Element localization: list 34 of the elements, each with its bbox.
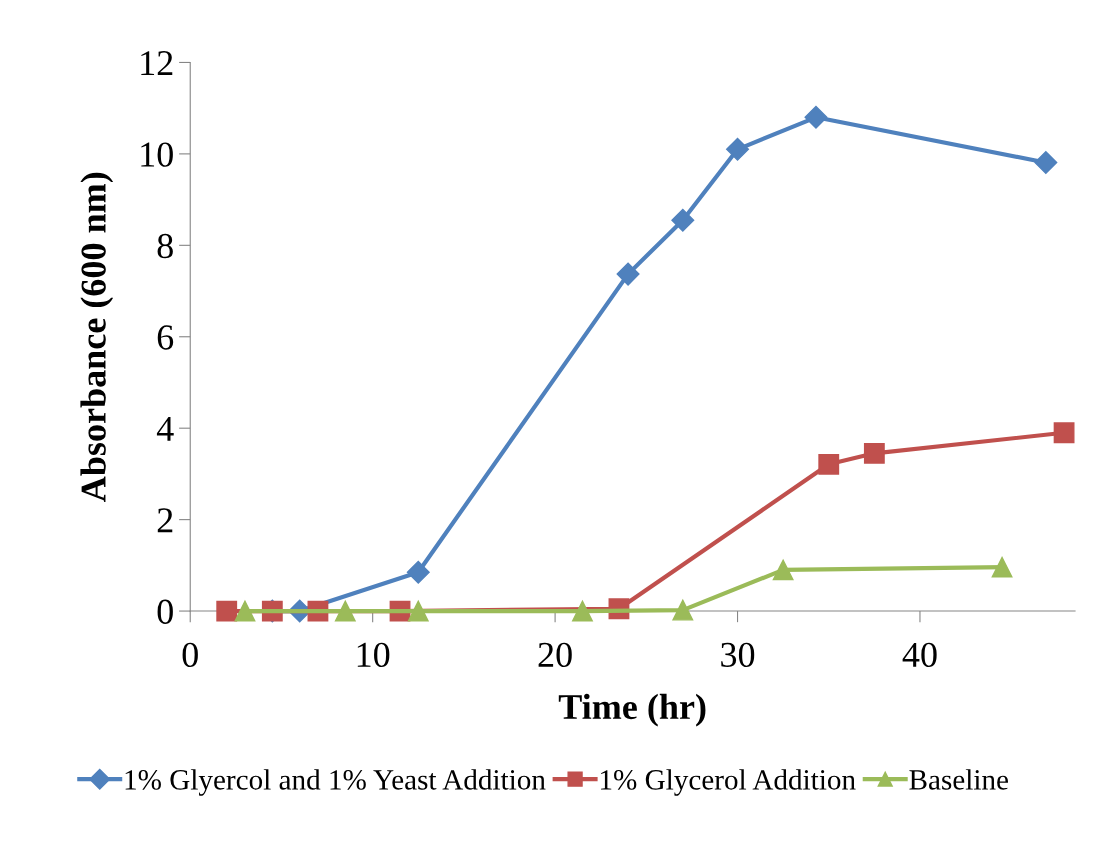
- point: [1053, 422, 1075, 444]
- point: [672, 599, 694, 621]
- point: [991, 556, 1013, 578]
- y-tick-label: 2: [157, 508, 173, 533]
- point: [804, 105, 828, 129]
- x-axis-title: Time (hr): [558, 693, 706, 727]
- x-tick-label: 40: [902, 642, 937, 668]
- y-tick-label: 8: [157, 233, 173, 259]
- point: [572, 600, 593, 622]
- legend-label: Baseline: [909, 769, 1008, 790]
- point: [772, 559, 794, 581]
- point: [407, 600, 429, 622]
- legend-label: 1% Glycerol Addition: [601, 769, 856, 796]
- x-tick-label: 20: [538, 642, 572, 668]
- point: [334, 600, 356, 622]
- y-tick-label: 4: [156, 416, 174, 441]
- legend-label: 1% Glyercol and 1% Yeast Addition: [125, 769, 546, 796]
- point: [216, 600, 238, 622]
- y-tick-label: 0: [157, 599, 173, 624]
- y-tick-label: 6: [157, 325, 174, 350]
- x-tick-label: 0: [182, 642, 198, 668]
- y-axis-title: Absorbance (600 nm): [80, 172, 114, 502]
- point: [406, 560, 430, 584]
- point: [671, 208, 695, 232]
- x-tick-label: 10: [357, 642, 390, 668]
- point: [616, 262, 640, 286]
- point: [1034, 151, 1058, 175]
- point: [726, 137, 750, 161]
- point: [818, 453, 840, 475]
- y-tick-label: 10: [141, 142, 173, 167]
- point: [863, 442, 885, 464]
- y-tick-label: 12: [141, 51, 173, 75]
- x-tick-label: 30: [721, 642, 755, 668]
- point: [234, 600, 256, 622]
